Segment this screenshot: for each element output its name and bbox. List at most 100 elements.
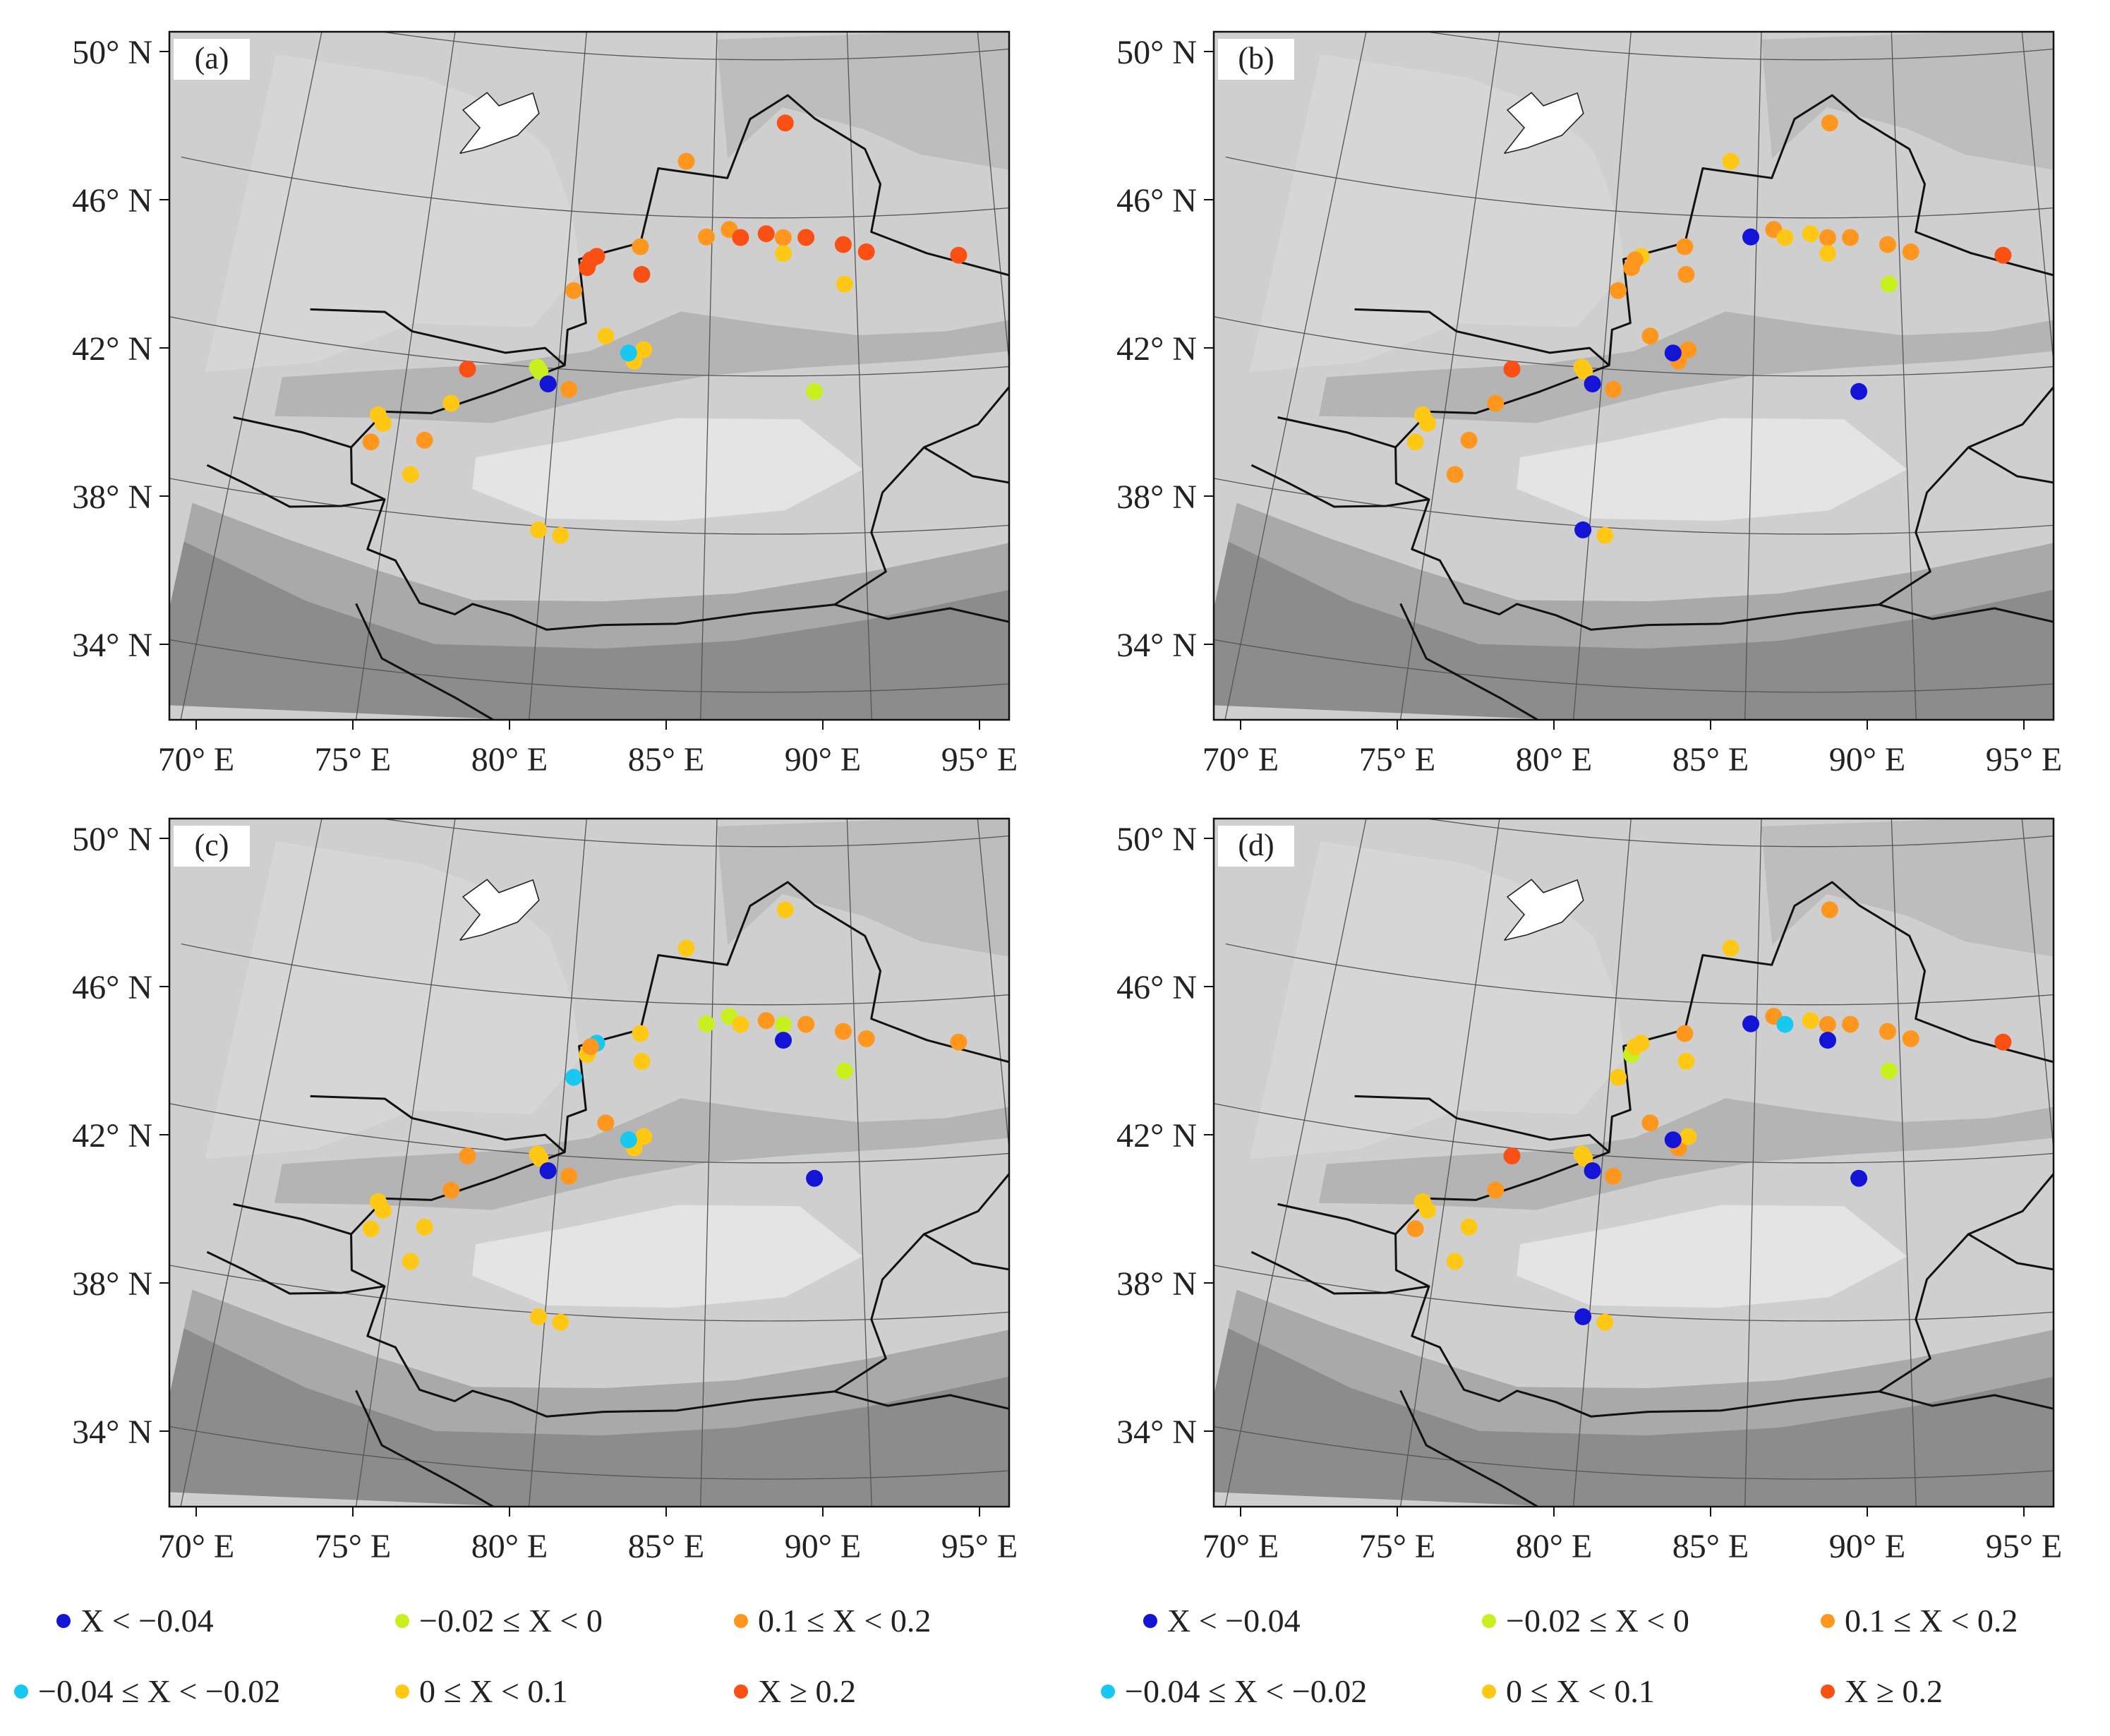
station-point	[1626, 1038, 1644, 1056]
panel-label: (d)	[1238, 828, 1274, 862]
lat-tick-label: 38° N	[72, 478, 152, 516]
station-point	[620, 344, 637, 362]
station-point	[834, 1023, 852, 1040]
station-point	[1576, 1150, 1593, 1167]
lon-tick-label: 80° E	[1516, 741, 1593, 778]
station-point	[362, 433, 380, 451]
station-point	[1677, 1052, 1695, 1070]
station-point	[1802, 1012, 1819, 1030]
station-point	[732, 229, 749, 246]
station-point	[1584, 375, 1601, 392]
legend-item: 0 ≤ X < 0.1	[395, 1672, 568, 1710]
station-point	[459, 1147, 476, 1164]
map-panel-c: (c) 50° N 46° N 42° N 38° N 34° N 70° E 75° E 80…	[0, 808, 1044, 1584]
station-point	[597, 1114, 615, 1132]
lon-tick-label: 75° E	[315, 741, 392, 778]
station-point	[565, 282, 582, 299]
legend-label: 0 ≤ X < 0.1	[1506, 1673, 1655, 1709]
legend-dot-icon	[1101, 1684, 1115, 1699]
station-point	[1641, 1114, 1659, 1132]
panel-label: (b)	[1238, 41, 1274, 76]
station-point	[1842, 1015, 1859, 1033]
lat-tick-label: 34° N	[1116, 627, 1197, 664]
station-point	[1626, 251, 1644, 269]
station-point	[857, 243, 875, 260]
lat-tick-label: 38° N	[72, 1265, 152, 1303]
station-point	[836, 1062, 853, 1080]
panel-label-box	[1218, 826, 1294, 867]
station-point	[1596, 526, 1614, 544]
station-point	[374, 415, 392, 433]
map-panel-a: (a) 50° N 46° N 42° N 38° N 34° N 70° E 75° E 80…	[0, 21, 1044, 797]
lon-tick-label: 90° E	[1829, 1528, 1906, 1565]
legend-dot-icon	[1143, 1613, 1157, 1628]
legend-label: −0.04 ≤ X < −0.02	[1125, 1673, 1368, 1709]
station-point	[775, 245, 792, 263]
legend-label: −0.04 ≤ X < −0.02	[38, 1673, 281, 1709]
legend-dot-icon	[395, 1684, 409, 1699]
lat-tick-label: 46° N	[72, 182, 152, 219]
station-point	[581, 251, 599, 269]
station-point	[1994, 246, 2012, 264]
station-point	[677, 939, 695, 957]
legend-item: 0.1 ≤ X < 0.2	[1821, 1602, 2018, 1639]
station-point	[857, 1030, 875, 1047]
station-point	[1680, 341, 1697, 358]
station-point	[530, 521, 548, 538]
station-point	[1802, 225, 1819, 243]
station-point	[442, 394, 460, 412]
station-point	[530, 1308, 548, 1325]
station-point	[1503, 361, 1521, 378]
legend-label: −0.02 ≤ X < 0	[1506, 1603, 1689, 1639]
legend-item: X ≥ 0.2	[734, 1672, 856, 1710]
station-point	[732, 1015, 749, 1033]
station-point	[581, 1038, 599, 1056]
station-point	[1487, 394, 1505, 412]
station-point	[1487, 1181, 1505, 1199]
station-point	[1722, 939, 1740, 957]
lon-tick-label: 70° E	[1202, 1528, 1279, 1565]
station-point	[836, 275, 853, 293]
station-point	[1460, 1218, 1478, 1236]
station-point	[1446, 1253, 1464, 1270]
station-point	[806, 382, 824, 400]
panel-label-box	[174, 826, 250, 867]
lon-tick-label: 80° E	[471, 741, 548, 778]
lat-tick-label: 42° N	[1116, 1117, 1197, 1155]
lon-tick-label: 80° E	[471, 1528, 548, 1565]
station-point	[1776, 229, 1794, 246]
station-point	[776, 901, 794, 919]
lon-tick-label: 80° E	[1516, 1528, 1593, 1565]
legend-dot-icon	[1482, 1613, 1496, 1628]
station-point	[776, 114, 794, 132]
station-point	[1850, 382, 1868, 400]
legend-item: −0.02 ≤ X < 0	[395, 1602, 603, 1639]
station-point	[1742, 1015, 1759, 1032]
station-point	[539, 375, 557, 392]
station-point	[620, 1131, 637, 1149]
station-point	[1641, 327, 1659, 345]
legend-item: X ≥ 0.2	[1821, 1672, 1943, 1710]
station-point	[1676, 238, 1694, 255]
lat-tick-label: 46° N	[1116, 182, 1197, 219]
station-point	[1446, 466, 1464, 483]
station-point	[1605, 1167, 1622, 1185]
lat-tick-label: 50° N	[1116, 821, 1197, 858]
station-point	[531, 363, 549, 380]
station-point	[1664, 344, 1682, 362]
station-point	[775, 1032, 792, 1049]
station-point	[1819, 1032, 1836, 1049]
legend-label: X ≥ 0.2	[758, 1673, 856, 1709]
station-point	[362, 1220, 380, 1238]
lon-tick-label: 90° E	[785, 741, 862, 778]
map-panel-d: (d) 50° N 46° N 42° N 38° N 34° N 70° E 75° E 80…	[1044, 808, 2089, 1584]
lon-tick-label: 70° E	[1202, 741, 1279, 778]
station-point	[1576, 363, 1593, 380]
station-point	[1605, 380, 1622, 398]
legend-label: 0.1 ≤ X < 0.2	[758, 1603, 932, 1639]
station-point	[1677, 265, 1695, 283]
map-svg: (d) 50° N 46° N 42° N 38° N 34° N 70° E 75° E 80…	[1116, 817, 2062, 1565]
station-point	[1819, 245, 1836, 263]
station-point	[1819, 1015, 1836, 1033]
station-point	[633, 1052, 651, 1070]
